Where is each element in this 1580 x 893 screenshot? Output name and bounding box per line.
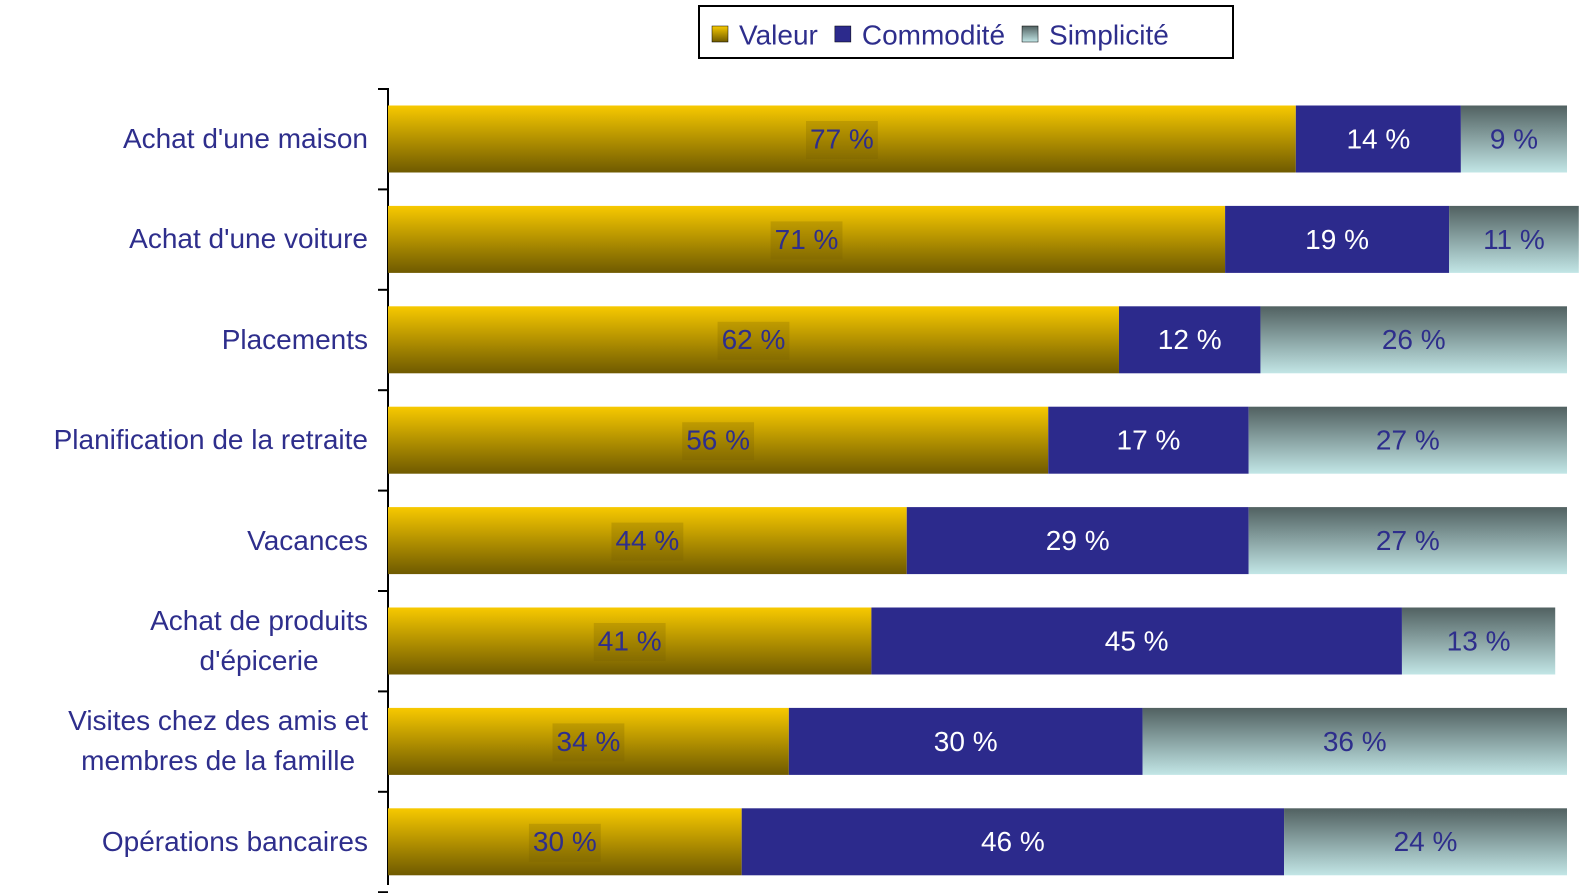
value-label: 36 % xyxy=(1323,726,1387,757)
value-label: 56 % xyxy=(686,425,750,456)
value-label-bg xyxy=(806,121,878,159)
value-label: 77 % xyxy=(810,123,874,154)
value-label: 46 % xyxy=(981,826,1045,857)
bar-segment xyxy=(388,507,907,575)
value-label: 27 % xyxy=(1376,525,1440,556)
value-label: 34 % xyxy=(557,726,621,757)
bar-segment xyxy=(1401,607,1556,675)
category-label: Achat de produits d'épicerie xyxy=(150,605,368,676)
legend-swatch xyxy=(711,25,729,43)
value-label: 17 % xyxy=(1117,425,1181,456)
value-label: 71 % xyxy=(775,224,839,255)
bar-segment xyxy=(388,808,742,876)
value-label-bg xyxy=(552,723,625,762)
category-label: Achat d'une maison xyxy=(122,123,368,154)
bar-segment xyxy=(1449,205,1579,273)
bar-segment xyxy=(906,507,1249,575)
legend-label: Commodité xyxy=(862,19,1005,50)
bar-segment xyxy=(388,205,1226,273)
bar-segment xyxy=(388,607,872,675)
bar-segment xyxy=(388,105,1296,173)
bar-segment xyxy=(388,707,789,775)
category-label: Opérations bancaires xyxy=(101,825,368,857)
value-label: 24 % xyxy=(1394,826,1458,857)
bar-segment xyxy=(388,406,1049,474)
category-label: Planification de la retraite xyxy=(53,424,368,456)
value-label: 11 % xyxy=(1483,224,1545,255)
value-label: 12 % xyxy=(1158,324,1222,355)
bar-segment xyxy=(741,808,1285,876)
value-label: 44 % xyxy=(615,525,679,556)
value-label-bg xyxy=(717,321,790,360)
value-label: 29 % xyxy=(1046,525,1110,556)
bar-segment xyxy=(388,306,1119,374)
value-label: 26 % xyxy=(1382,324,1446,355)
legend-swatch xyxy=(1021,25,1039,43)
bar-segment xyxy=(1295,105,1461,173)
legend-label: Simplicité xyxy=(1049,19,1169,50)
value-label-bg xyxy=(770,221,843,260)
value-label: 9 % xyxy=(1490,123,1538,154)
value-label-bg xyxy=(593,623,666,661)
bar-segment xyxy=(1142,707,1567,775)
bar-segment xyxy=(1260,306,1567,374)
value-label: 41 % xyxy=(598,625,662,656)
bar-segment xyxy=(871,607,1402,675)
bar-segment xyxy=(1460,105,1567,173)
bar-segment xyxy=(1248,507,1567,575)
bar-segment xyxy=(1048,406,1249,474)
value-label: 27 % xyxy=(1376,425,1440,456)
bar-segment xyxy=(1225,205,1450,273)
value-label-bg xyxy=(682,422,755,461)
value-label: 30 % xyxy=(533,826,597,857)
bar-segment xyxy=(1284,808,1567,876)
value-label-bg xyxy=(528,823,601,862)
category-label: Visites chez des amis et membres de la f… xyxy=(68,705,368,777)
value-label: 13 % xyxy=(1447,625,1511,656)
value-label: 14 % xyxy=(1346,123,1410,154)
category-label: Vacances xyxy=(247,524,368,556)
bar-segment xyxy=(788,707,1143,775)
legend-swatch xyxy=(834,25,852,43)
value-label-bg xyxy=(611,522,684,561)
category-label: Placements xyxy=(221,323,368,355)
value-label: 30 % xyxy=(934,726,998,757)
bar-segment xyxy=(1248,406,1567,474)
legend-box xyxy=(698,5,1234,59)
value-label: 19 % xyxy=(1305,224,1369,255)
category-label: Achat d'une voiture xyxy=(129,223,368,255)
bar-segment xyxy=(1118,306,1261,374)
value-label: 45 % xyxy=(1105,625,1169,656)
legend-label: Valeur xyxy=(739,19,818,50)
value-label: 62 % xyxy=(722,324,786,355)
